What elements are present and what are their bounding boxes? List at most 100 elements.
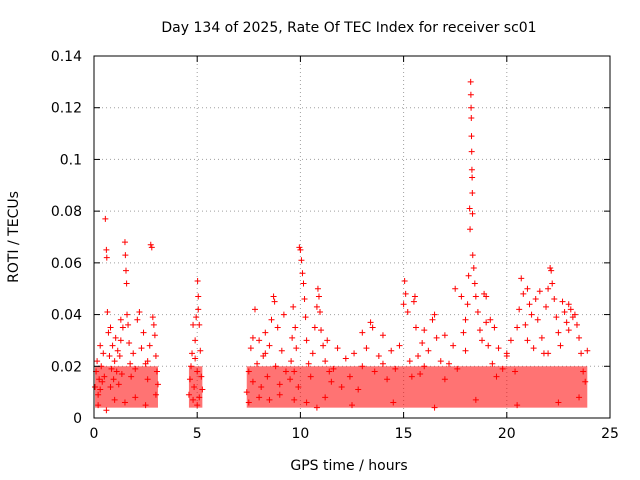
data-point [408,373,415,380]
data-point [300,280,307,287]
data-point [450,342,457,349]
data-point [410,298,417,305]
data-point [103,254,110,261]
data-point [125,321,132,328]
data-point [545,350,552,357]
data-point [196,321,203,328]
data-point [549,280,556,287]
data-point [195,306,202,313]
data-point [472,396,479,403]
data-point [471,280,478,287]
data-point [359,363,366,370]
data-point [270,293,277,300]
data-point [342,355,349,362]
data-point [132,394,139,401]
data-point [96,376,103,383]
data-point [379,332,386,339]
data-point [431,404,438,411]
data-point [196,394,203,401]
y-tick-label: 0.06 [51,256,82,272]
x-tick-label: 10 [291,426,309,442]
data-point [507,337,514,344]
data-point [526,301,533,308]
data-point [305,360,312,367]
data-point [132,365,139,372]
data-point [107,383,114,390]
data-point [452,285,459,292]
data-point [245,399,252,406]
grid-lines [94,56,610,418]
data-point [97,342,104,349]
data-point [154,381,161,388]
data-point [392,365,399,372]
data-point [314,285,321,292]
data-point [458,293,465,300]
data-point [142,402,149,409]
data-point [545,285,552,292]
data-point [315,293,322,300]
data-point [247,345,254,352]
data-point [548,267,555,274]
data-point [266,342,273,349]
data-point [151,332,158,339]
data-point [553,314,560,321]
data-point [188,363,195,370]
data-point [561,308,568,315]
data-point [528,311,535,318]
data-point [108,365,115,372]
data-point [532,296,539,303]
data-point [189,350,196,357]
data-point [95,402,102,409]
data-point [375,352,382,359]
data-point [476,327,483,334]
y-tick-label: 0.08 [51,204,82,220]
data-point [404,308,411,315]
data-point [472,293,479,300]
data-point [324,337,331,344]
data-point [197,347,204,354]
density-band [95,366,158,408]
data-point [421,327,428,334]
data-point [190,396,197,403]
data-point [113,368,120,375]
data-point [144,358,151,365]
data-point [351,350,358,357]
data-point [462,347,469,354]
data-point [464,301,471,308]
data-point [110,376,117,383]
data-point [567,306,574,313]
y-tick-label: 0.02 [51,359,82,375]
data-point [251,306,258,313]
data-point [318,327,325,334]
data-point [194,402,201,409]
data-point [470,265,477,272]
data-point [401,277,408,284]
data-point [317,308,324,315]
data-point [349,402,355,409]
data-point [271,298,278,305]
data-point [195,293,202,300]
data-point [303,399,310,406]
data-point [536,288,543,295]
data-point [469,174,476,181]
data-point [469,190,476,197]
data-point [299,270,306,277]
data-point [122,267,129,274]
data-point [99,378,106,385]
data-point [483,319,490,326]
data-point [576,394,583,401]
data-point [538,334,545,341]
data-point [258,383,265,390]
data-point [291,396,298,403]
data-point [485,342,492,349]
data-point [524,337,531,344]
data-point [328,378,335,385]
data-point [290,303,297,310]
data-density-bands [95,366,588,408]
data-point [441,376,448,383]
data-point [117,316,124,323]
data-point [272,363,279,370]
data-point [565,327,572,334]
data-point [191,383,198,390]
